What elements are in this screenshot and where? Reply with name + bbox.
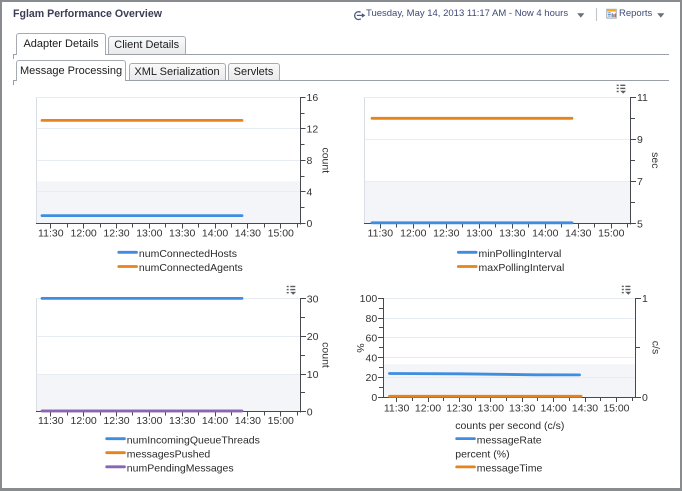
svg-text:14:30: 14:30 xyxy=(235,415,261,427)
svg-text:16: 16 xyxy=(307,92,319,104)
svg-text:14:00: 14:00 xyxy=(532,228,558,240)
svg-text:percent (%): percent (%) xyxy=(455,448,509,460)
svg-text:13:00: 13:00 xyxy=(466,228,492,240)
svg-text:8: 8 xyxy=(307,155,313,167)
svg-text:messageTime: messageTime xyxy=(477,463,543,475)
svg-text:14:30: 14:30 xyxy=(572,402,598,414)
svg-text:13:30: 13:30 xyxy=(509,402,535,414)
svg-text:12:30: 12:30 xyxy=(103,415,129,427)
svg-text:12:00: 12:00 xyxy=(71,415,97,427)
svg-text:15:00: 15:00 xyxy=(598,228,624,240)
svg-text:4: 4 xyxy=(307,187,313,199)
svg-text:20: 20 xyxy=(307,331,319,343)
svg-text:c/s: c/s xyxy=(650,341,662,354)
svg-text:12:00: 12:00 xyxy=(71,228,97,240)
svg-text:12:00: 12:00 xyxy=(415,402,441,414)
svg-text:12:30: 12:30 xyxy=(103,228,129,240)
svg-text:5: 5 xyxy=(637,218,643,230)
svg-text:numIncomingQueueThreads: numIncomingQueueThreads xyxy=(127,434,260,446)
svg-text:11:30: 11:30 xyxy=(368,228,394,240)
svg-text:11: 11 xyxy=(637,92,648,104)
svg-text:minPollingInterval: minPollingInterval xyxy=(479,248,562,260)
svg-text:14:00: 14:00 xyxy=(202,228,228,240)
svg-text:15:00: 15:00 xyxy=(603,402,629,414)
svg-text:numPendingMessages: numPendingMessages xyxy=(127,463,234,475)
svg-text:30: 30 xyxy=(307,293,319,305)
svg-text:60: 60 xyxy=(366,333,378,345)
svg-text:numConnectedHosts: numConnectedHosts xyxy=(139,248,237,260)
svg-text:11:30: 11:30 xyxy=(38,228,64,240)
svg-text:0: 0 xyxy=(642,392,648,404)
svg-text:14:00: 14:00 xyxy=(202,415,228,427)
svg-text:messagesPushed: messagesPushed xyxy=(127,448,211,460)
svg-text:15:00: 15:00 xyxy=(268,228,294,240)
svg-text:80: 80 xyxy=(366,313,378,325)
svg-text:11:30: 11:30 xyxy=(38,415,64,427)
svg-text:40: 40 xyxy=(366,352,378,364)
svg-text:counts per second (c/s): counts per second (c/s) xyxy=(455,420,564,432)
svg-text:count: count xyxy=(320,342,332,368)
svg-text:maxPollingInterval: maxPollingInterval xyxy=(479,262,565,274)
svg-text:7: 7 xyxy=(637,176,643,188)
svg-text:sec: sec xyxy=(649,152,661,168)
svg-text:12:30: 12:30 xyxy=(433,228,459,240)
svg-text:13:30: 13:30 xyxy=(169,415,195,427)
svg-text:9: 9 xyxy=(637,134,643,146)
svg-text:1: 1 xyxy=(642,293,648,305)
svg-text:100: 100 xyxy=(360,293,378,305)
svg-text:13:00: 13:00 xyxy=(136,228,162,240)
svg-text:14:00: 14:00 xyxy=(540,402,566,414)
svg-text:%: % xyxy=(354,343,366,352)
svg-text:12:30: 12:30 xyxy=(446,402,472,414)
svg-text:numConnectedAgents: numConnectedAgents xyxy=(139,262,243,274)
svg-text:12: 12 xyxy=(307,124,319,136)
svg-text:messageRate: messageRate xyxy=(477,434,542,446)
svg-text:0: 0 xyxy=(307,407,313,419)
svg-text:13:00: 13:00 xyxy=(136,415,162,427)
svg-text:14:30: 14:30 xyxy=(235,228,261,240)
svg-text:20: 20 xyxy=(366,372,378,384)
svg-text:0: 0 xyxy=(371,392,377,404)
svg-text:0: 0 xyxy=(307,218,313,230)
svg-text:count: count xyxy=(320,147,332,173)
svg-text:11:30: 11:30 xyxy=(384,402,410,414)
svg-text:12:00: 12:00 xyxy=(400,228,426,240)
svg-text:14:30: 14:30 xyxy=(565,228,591,240)
svg-text:10: 10 xyxy=(307,369,319,381)
svg-text:13:30: 13:30 xyxy=(169,228,195,240)
svg-text:13:30: 13:30 xyxy=(499,228,525,240)
svg-text:15:00: 15:00 xyxy=(268,415,294,427)
svg-text:13:00: 13:00 xyxy=(478,402,504,414)
